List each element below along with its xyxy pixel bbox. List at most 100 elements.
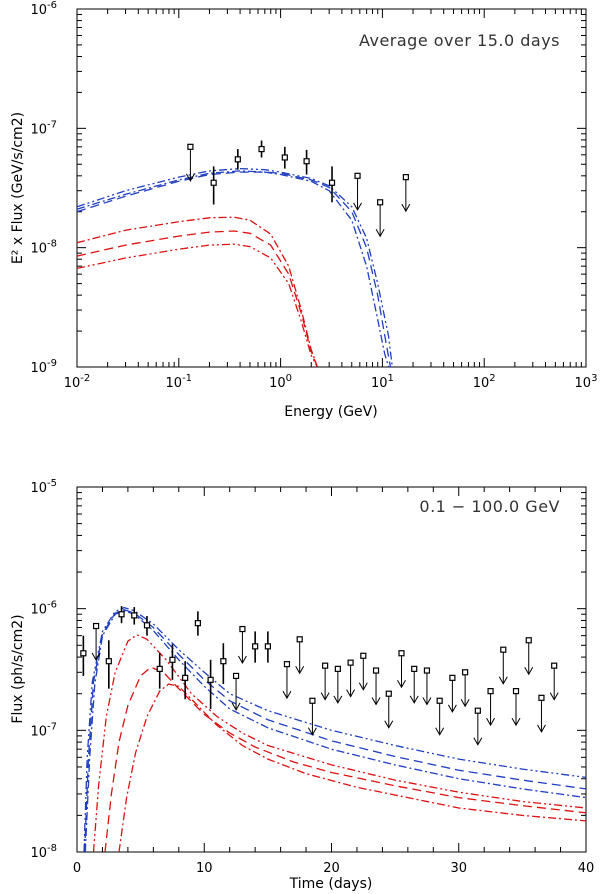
lc-y-tick-label: 10-5 — [30, 478, 57, 496]
sed-y-axis-title: E² x Flux (GeV/s/cm2) — [10, 112, 26, 264]
lc-upper-limit-head — [384, 720, 394, 729]
lc-y-tick-label: 10-6 — [30, 600, 57, 618]
sed-curve-blue-dashed — [77, 171, 392, 367]
lc-upper-limit-point — [474, 707, 481, 714]
sed-data-point — [234, 156, 241, 163]
sed-upper-limit-point — [187, 143, 194, 150]
lc-data-point — [264, 643, 271, 650]
lc-upper-limit-point — [538, 694, 545, 701]
lc-upper-limit-head — [498, 676, 508, 685]
lc-data-point — [118, 611, 125, 618]
lc-upper-limit-point — [449, 674, 456, 681]
sed-curve-red-dashed — [77, 230, 319, 367]
lc-upper-limit-head — [91, 652, 101, 662]
lc-upper-limit-head — [409, 695, 419, 704]
sed-data-point — [303, 158, 310, 165]
lc-upper-limit-head — [237, 655, 247, 665]
lc-x-tick-label: 10 — [196, 861, 213, 876]
lc-upper-limit-point — [296, 636, 303, 643]
lc-upper-limit-head — [549, 692, 559, 701]
sed-data-point — [210, 179, 217, 186]
lc-x-axis-title: Time (days) — [289, 876, 373, 892]
lc-upper-limit-point — [239, 625, 246, 633]
sed-upper-limit-head — [185, 173, 195, 182]
sed-curve-blue-dash-dot — [77, 170, 390, 367]
lc-upper-limit-head — [460, 699, 470, 708]
sed-x-tick-label: 102 — [473, 373, 496, 391]
lc-upper-limit-head — [486, 717, 495, 727]
lc-upper-limit-point — [92, 622, 100, 630]
sed-ticks: 10-2 10-1 100 101 102 103 10-9 10-8 10-7 10-6 — [30, 0, 597, 391]
lc-upper-limit-point — [232, 672, 240, 680]
lightcurve-panel: 0.1 − 100.0 GeV Time (days) Flux (ph/s/c… — [10, 478, 594, 892]
sed-x-axis-title: Energy (GeV) — [284, 404, 377, 420]
lc-upper-limit-point — [372, 667, 380, 674]
lc-data-point — [182, 674, 189, 681]
sed-x-tick-label: 103 — [575, 373, 598, 391]
lc-upper-limit-head — [397, 680, 406, 689]
lc-upper-limit-point — [500, 646, 507, 653]
lc-upper-limit-point — [436, 697, 443, 704]
lc-curve-red-dash-dot-dot — [92, 634, 586, 852]
lc-upper-limit-point — [360, 652, 367, 659]
lc-data-point — [220, 658, 227, 665]
lc-upper-limit-head — [473, 737, 483, 746]
lc-upper-limit-point — [334, 665, 341, 672]
lc-upper-limit-point — [462, 669, 469, 676]
lc-data-point — [156, 665, 163, 672]
lc-upper-limit-head — [282, 690, 292, 700]
lc-upper-limit-head — [447, 704, 457, 713]
sed-data-point — [281, 154, 288, 161]
lc-x-tick-label: 40 — [578, 861, 595, 876]
lc-upper-limit-point — [309, 697, 316, 704]
sed-upper-limit-point — [377, 199, 384, 206]
sed-curve-red-dash-dot-dot — [77, 243, 318, 367]
sed-data-point — [258, 145, 265, 153]
lc-x-tick-label: 30 — [450, 861, 467, 876]
lc-upper-limit-head — [346, 689, 356, 698]
lc-upper-limit-head — [435, 727, 445, 736]
lc-upper-limit-head — [422, 697, 432, 706]
lc-upper-limit-head — [295, 666, 305, 675]
lc-data-point — [194, 620, 201, 627]
sed-upper-limit-head — [401, 203, 411, 213]
lc-upper-limit-point — [411, 665, 418, 672]
sed-y-tick-label: 10-7 — [30, 119, 57, 137]
lc-curve-blue-dash-dot — [84, 610, 586, 852]
sed-x-tick-label: 10-1 — [166, 373, 193, 391]
sed-annotation: Average over 15.0 days — [359, 31, 560, 50]
lc-ticks: 0 10 20 30 40 10-8 10-7 10-6 10-5 — [30, 478, 594, 876]
sed-upper-limit-head — [353, 202, 362, 211]
lc-y-axis-title: Flux (ph/s/cm2) — [10, 614, 26, 723]
lc-data-point — [143, 622, 151, 629]
lc-upper-limit-point — [347, 659, 354, 666]
lc-data-point — [207, 676, 214, 683]
lc-curve-red-dash-dot — [118, 683, 586, 852]
lc-data-point — [80, 650, 87, 657]
lc-upper-limit-point — [322, 662, 329, 669]
lc-upper-limit-point — [512, 688, 520, 695]
lc-upper-limit-point — [385, 690, 392, 697]
lc-x-tick-label: 20 — [323, 861, 340, 876]
lc-upper-limit-head — [524, 667, 534, 676]
lc-upper-limit-point — [487, 688, 494, 695]
lc-upper-limit-head — [371, 697, 381, 706]
lc-curves — [83, 606, 586, 852]
lc-upper-limit-point — [551, 662, 558, 669]
sed-x-tick-label: 100 — [269, 373, 292, 391]
sed-curve-blue-dash-dot-dot — [77, 167, 393, 367]
sed-curves — [77, 167, 393, 367]
lc-curve-red-dashed — [104, 666, 586, 852]
sed-curve-red-dash-dot — [77, 216, 319, 367]
lc-upper-limit-head — [307, 727, 317, 736]
lc-upper-limit-head — [537, 724, 546, 733]
lc-upper-limit-point — [423, 667, 431, 674]
sed-y-tick-label: 10-9 — [30, 358, 57, 376]
lc-y-tick-label: 10-8 — [30, 843, 57, 861]
lc-data-point — [169, 656, 176, 663]
sed-x-tick-label: 101 — [371, 373, 394, 391]
lc-upper-limit-point — [283, 661, 291, 668]
sed-upper-limit-point — [354, 172, 361, 179]
lc-upper-limit-point — [398, 650, 405, 657]
